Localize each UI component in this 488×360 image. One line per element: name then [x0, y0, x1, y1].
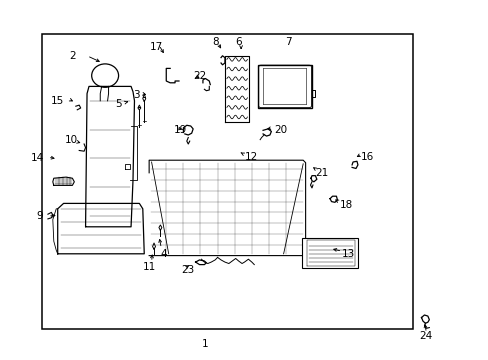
- Text: 16: 16: [360, 152, 373, 162]
- Text: 5: 5: [115, 99, 122, 109]
- Text: 13: 13: [342, 249, 355, 259]
- Text: 22: 22: [193, 71, 206, 81]
- Text: 1: 1: [202, 339, 208, 349]
- Text: 24: 24: [418, 330, 431, 341]
- Text: 9: 9: [36, 211, 43, 221]
- Text: 21: 21: [315, 168, 328, 178]
- Text: 3: 3: [132, 90, 139, 100]
- Text: 19: 19: [173, 125, 186, 135]
- Text: 23: 23: [181, 265, 194, 275]
- Bar: [302, 238, 358, 268]
- Text: 10: 10: [64, 135, 77, 145]
- Text: 20: 20: [273, 125, 286, 135]
- Text: 2: 2: [69, 51, 76, 61]
- Bar: [41, 34, 412, 329]
- Text: 15: 15: [50, 96, 63, 106]
- Text: 11: 11: [142, 262, 156, 272]
- Text: 8: 8: [211, 37, 218, 48]
- Ellipse shape: [92, 64, 118, 87]
- Text: 17: 17: [149, 42, 163, 52]
- Text: 4: 4: [160, 249, 167, 259]
- Text: 14: 14: [31, 153, 44, 163]
- Text: 6: 6: [235, 37, 242, 48]
- Text: 7: 7: [285, 37, 291, 48]
- Text: 18: 18: [339, 200, 352, 210]
- Bar: [258, 65, 311, 108]
- Text: 12: 12: [244, 152, 257, 162]
